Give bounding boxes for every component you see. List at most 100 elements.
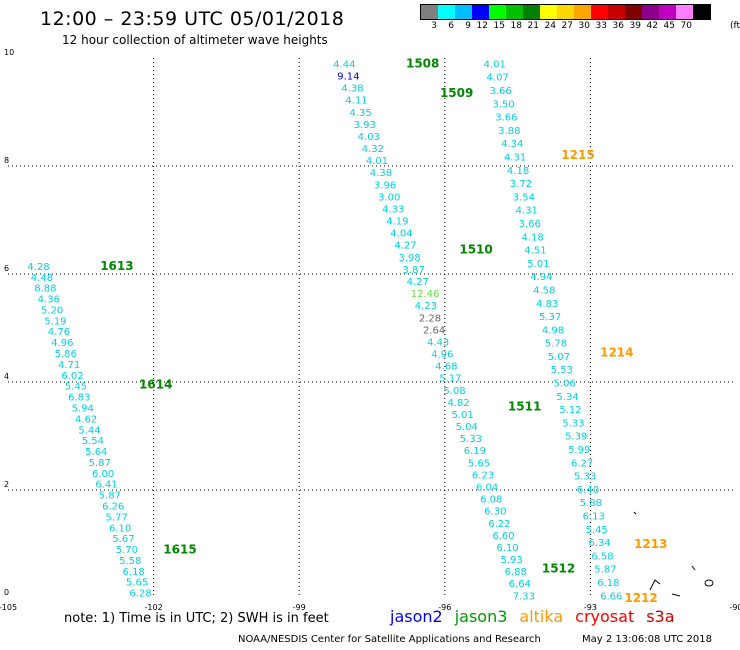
wave-height-label: 4.18 (507, 166, 529, 177)
wave-height-label: 3.54 (513, 192, 535, 203)
pass-number-label: 1614 (139, 378, 172, 392)
wave-height-label: 6.40 (577, 485, 599, 496)
wave-height-label: 6.27 (571, 458, 593, 469)
wave-height-label: 4.18 (521, 232, 543, 243)
legend-label: 12 (476, 21, 488, 31)
wave-height-label: 5.93 (501, 555, 523, 566)
y-tick-label: 2 (4, 480, 9, 489)
grid-lines (8, 58, 736, 598)
y-tick-label: 6 (4, 264, 9, 273)
wave-height-label: 5.01 (452, 410, 474, 421)
generated-timestamp: May 2 13:06:08 UTC 2018 (582, 634, 712, 645)
wave-height-label: 3.93 (354, 120, 376, 131)
wave-height-label: 4.32 (362, 144, 384, 155)
legend-label: 6 (448, 21, 454, 31)
legend-swatch (506, 5, 523, 19)
wave-height-label: 6.88 (505, 567, 527, 578)
wave-height-label: 6.00 (92, 469, 114, 480)
pass-number-label: 1613 (100, 259, 133, 273)
legend-swatch (421, 5, 438, 19)
satellite-s3a: s3a (646, 607, 675, 626)
legend-swatch (523, 5, 540, 19)
wave-height-label: 5.78 (545, 339, 567, 350)
legend-swatch (540, 5, 557, 19)
legend-swatch (472, 5, 489, 19)
wave-height-label: 4.96 (51, 338, 73, 349)
wave-height-label: 5.77 (106, 512, 128, 523)
wave-height-label: 5.87 (99, 491, 121, 502)
wave-height-label: 5.65 (468, 458, 490, 469)
altimeter-tracks: 4.284.488.884.365.205.194.764.965.864.71… (27, 56, 667, 605)
wave-height-label: 6.19 (464, 446, 486, 457)
x-tick-label: -90 (729, 603, 740, 612)
coastline-path (633, 511, 696, 597)
wave-height-label: 5.39 (565, 432, 587, 443)
wave-height-label: 4.03 (358, 132, 380, 143)
wave-height-label: 4.76 (48, 327, 70, 338)
wave-height-label: 4.44 (333, 59, 355, 70)
y-tick-labels: 0 2 4 6 8 10 (4, 48, 14, 597)
legend-swatch (455, 5, 472, 19)
wave-height-label: 3.66 (489, 86, 511, 97)
satellite-track: 4.284.488.884.365.205.194.764.965.864.71… (27, 259, 196, 600)
pass-number-label: 1212 (624, 591, 657, 605)
wave-height-label: 5.94 (72, 403, 94, 414)
wave-height-label: 7.33 (513, 591, 535, 602)
wave-height-label: 5.53 (551, 365, 573, 376)
wave-height-label: 4.68 (435, 362, 457, 373)
wave-height-label: 4.04 (390, 229, 412, 240)
wave-height-label: 4.11 (345, 96, 367, 107)
wave-height-label: 3.96 (374, 180, 396, 191)
legend-swatch (557, 5, 574, 19)
wave-height-label: 5.33 (574, 472, 596, 483)
legend-swatch (438, 5, 455, 19)
legend-label: 70 (680, 21, 692, 31)
footnote: note: 1) Time is in UTC; 2) SWH is in fe… (64, 611, 329, 626)
satellite-track: 4.449.144.384.114.353.934.034.324.014.38… (333, 56, 575, 602)
wave-height-label: 6.58 (591, 551, 613, 562)
legend-swatch (625, 5, 642, 19)
wave-height-label: 4.36 (38, 295, 60, 306)
legend-swatch (574, 5, 591, 19)
wave-height-label: 2.28 (419, 313, 441, 324)
wave-height-label: 6.26 (102, 501, 124, 512)
wave-height-label: 6.08 (480, 495, 502, 506)
legend-label: 33 (595, 21, 607, 31)
legend-label: 18 (510, 21, 522, 31)
credit-line: NOAA/NESDIS Center for Satellite Applica… (238, 634, 541, 645)
legend-swatch (693, 5, 710, 19)
y-tick-label: 0 (4, 588, 9, 597)
legend-label: 24 (544, 21, 556, 31)
x-tick-labels: -105 -102 -99 -96 -93 -90 (0, 603, 740, 612)
legend-swatch (608, 5, 625, 19)
wave-height-label: 4.71 (58, 360, 80, 371)
wave-height-label: 5.06 (554, 379, 576, 390)
satellite-jason3: jason3 (454, 607, 508, 626)
y-tick-label: 10 (4, 48, 14, 57)
wave-height-label: 3.88 (498, 126, 520, 137)
legend-swatch (642, 5, 659, 19)
wave-height-label: 3.00 (378, 192, 400, 203)
island-outline (704, 579, 714, 587)
x-tick-label: -93 (584, 603, 597, 612)
wave-height-label: 4.38 (341, 84, 363, 95)
pass-number-label: 1615 (163, 542, 196, 556)
wave-height-label: 6.18 (597, 578, 619, 589)
wave-height-label: 5.87 (594, 565, 616, 576)
wave-height-label: 5.87 (89, 458, 111, 469)
coastline-fragments (633, 511, 714, 597)
wave-height-label: 6.64 (509, 579, 531, 590)
legend-label: 39 (629, 21, 641, 31)
wave-height-label: 4.58 (533, 285, 555, 296)
wave-height-label: 4.83 (536, 299, 558, 310)
wave-height-label: 3.72 (510, 179, 532, 190)
pass-number-label: 1213 (634, 537, 667, 551)
wave-height-label: 5.58 (119, 556, 141, 567)
legend-label: 15 (493, 21, 505, 31)
legend-label: 36 (612, 21, 624, 31)
chart-title: 12:00 – 23:59 UTC 05/01/2018 (40, 8, 345, 30)
wave-height-label: 5.04 (456, 422, 478, 433)
wave-height-label: 6.18 (123, 567, 145, 578)
